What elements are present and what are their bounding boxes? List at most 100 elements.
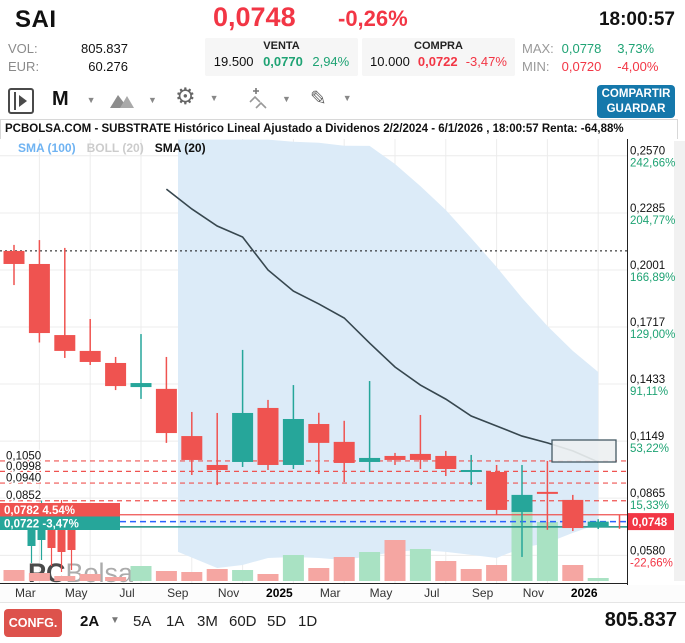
axis-month-label: Jul (119, 586, 135, 600)
axis-month-label: Jul (424, 586, 440, 600)
timeframe-60d[interactable]: 60D (229, 613, 257, 630)
panel-toggle-icon (8, 88, 34, 114)
candle-body (536, 491, 558, 494)
candle-body (511, 494, 533, 512)
volume-bar (536, 522, 558, 581)
volume-bar (105, 577, 127, 581)
config-button[interactable]: CONFG. (4, 609, 62, 637)
panel-toggle-button[interactable] (8, 88, 34, 114)
candle-body (181, 436, 203, 460)
volume-bar (232, 570, 254, 581)
axis-percent-label: 53,22% (630, 443, 669, 455)
candle-body (28, 263, 50, 334)
max-price: 0,0778 (561, 41, 602, 56)
volume-bar (409, 549, 431, 581)
share-label: COMPARTIR (601, 88, 671, 100)
draw-tools-button[interactable]: ✎ ▼ (310, 88, 352, 108)
timeframe-1d[interactable]: 1D (298, 613, 318, 630)
volume-bar (282, 555, 304, 581)
legend-item-sma-20-[interactable]: SMA (20) (154, 141, 206, 155)
timeframe-5d[interactable]: 5D (267, 613, 287, 630)
level-price-label: 0,1050 (6, 450, 41, 462)
share-save-button[interactable]: COMPARTIR GUARDAR (597, 85, 675, 118)
pencil-icon: ✎ (310, 86, 327, 110)
settings-button[interactable]: ⚙ ▼ (175, 86, 219, 109)
timeframe-1a[interactable]: 1A (166, 613, 185, 630)
axis-scrollbar[interactable] (674, 141, 685, 581)
volume-bar (384, 540, 406, 581)
candle-body (257, 407, 279, 465)
axis-month-label: Sep (167, 586, 189, 600)
axis-price-label: 0,2285 (630, 203, 665, 215)
axis-month-label: Mar (15, 586, 36, 600)
candle-body (105, 362, 127, 387)
legend-item-boll-20-[interactable]: BOLL (20) (86, 141, 144, 155)
axis-price-label: 0,2570 (630, 146, 665, 158)
volume-bar (130, 566, 152, 581)
eur-row: EUR: 60.276 (8, 59, 128, 74)
save-label: GUARDAR (606, 103, 666, 115)
chevron-down-icon[interactable]: ▼ (110, 615, 120, 626)
candle-body (435, 455, 457, 469)
volume-bar (206, 569, 228, 581)
axis-percent-label: 166,89% (630, 272, 675, 284)
candle-body (384, 455, 406, 460)
axis-percent-label: 242,66% (630, 158, 675, 170)
volume-bar (333, 557, 355, 581)
ask-title: VENTA (263, 40, 300, 52)
chevron-down-icon: ▼ (209, 92, 219, 103)
axis-percent-label: 15,33% (630, 500, 669, 512)
chart-type-button[interactable]: ▼ (108, 90, 157, 110)
indicators-button[interactable]: ▼ (248, 88, 291, 110)
current-price-badge-text: 0,0748 (632, 517, 668, 529)
chevron-down-icon: ▼ (282, 94, 291, 104)
volume-bar (460, 569, 482, 581)
volume-bar (155, 571, 177, 581)
bid-pct: -3,47% (465, 54, 507, 69)
alert-badge[interactable] (0, 516, 120, 531)
min-pct: -4,00% (617, 59, 659, 74)
level-price-label: 0,0998 (6, 461, 41, 473)
volume-bar (435, 561, 457, 581)
ask-size: 19.500 (213, 54, 254, 69)
axis-month-label: Nov (217, 586, 240, 600)
time-axis[interactable]: Mar May Jul Sep Nov 2025 Mar May Jul Sep Nov 2026 (0, 585, 685, 603)
timeframe-selected[interactable]: 2A (80, 613, 100, 630)
bid-size: 10.000 (370, 54, 410, 69)
axis-price-label: 0,1717 (630, 317, 665, 329)
gear-icon: ⚙ (175, 84, 196, 110)
candle-body (308, 424, 330, 443)
axis-price-label: 0,0865 (630, 488, 665, 500)
volume-bar (359, 552, 381, 581)
max-row: MAX: 0,0778 3,73% (522, 41, 654, 56)
axis-percent-label: -22,66% (630, 557, 673, 569)
selection-box[interactable] (551, 439, 617, 463)
axis-percent-label: 204,77% (630, 215, 675, 227)
alert-badge-text: 0,0782 4.54% (4, 505, 75, 517)
alert-badge[interactable] (0, 503, 120, 517)
interval-menu-button[interactable]: M ▼ (52, 88, 96, 111)
last-price: 0,0748 (213, 2, 296, 32)
axis-month-label: May (369, 586, 393, 600)
timeframe-3m[interactable]: 3M (197, 613, 218, 630)
candle-body (409, 453, 431, 460)
candle-body (3, 250, 25, 264)
chevron-down-icon: ▼ (342, 93, 352, 103)
candle-body (333, 441, 355, 463)
volume-bar (587, 578, 609, 581)
bid-panel: COMPRA 10.000 0,0722 -3,47% (362, 38, 515, 76)
axis-year-label: 2026 (570, 586, 598, 600)
price-chart-canvas[interactable]: PCBolsa0,2570242,66%0,2285204,77%0,20011… (0, 139, 685, 585)
inset-candle (67, 514, 76, 550)
volume-bar (308, 568, 330, 581)
volume-bar (257, 574, 279, 581)
candle-body (130, 383, 152, 388)
current-price-badge (628, 513, 674, 531)
timeframe-5a[interactable]: 5A (133, 613, 152, 630)
legend-item-sma-100-[interactable]: SMA (100) (18, 141, 76, 155)
volume-bar (181, 572, 203, 581)
level-price-label: 0,0940 (6, 473, 41, 485)
candle-body (155, 388, 177, 434)
axis-price-label: 0,1149 (630, 431, 664, 443)
